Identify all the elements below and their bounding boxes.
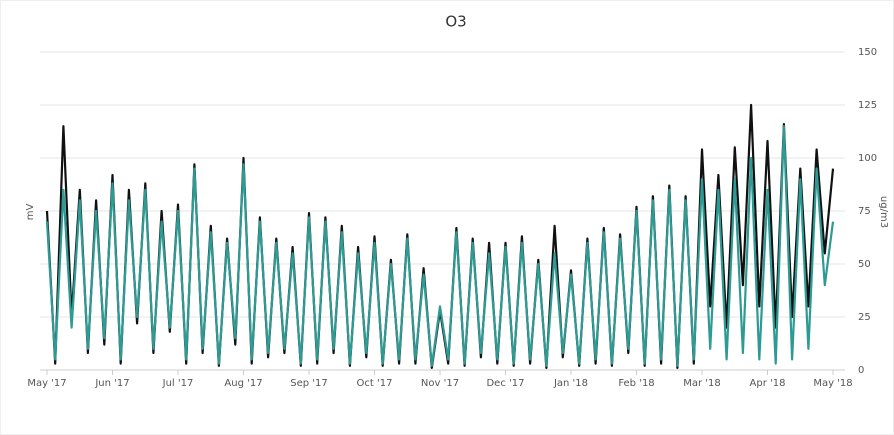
x-tick-label: Nov '17 (421, 378, 459, 389)
y2-tick-label: 25 (858, 312, 871, 323)
x-tick-label: May '17 (27, 378, 66, 389)
x-tick-label: Aug '17 (224, 378, 262, 389)
y2-tick-label: 125 (858, 100, 877, 111)
y-axis-label: mV (25, 204, 36, 221)
x-tick-label: Feb '18 (618, 378, 654, 389)
series-line (45, 125, 835, 367)
x-tick-label: Sep '17 (290, 378, 328, 389)
x-tick-label: Jun '17 (94, 378, 129, 389)
x-tick-label: Jan '18 (553, 378, 588, 389)
y2-tick-label: 0 (858, 365, 864, 376)
x-tick-label: Jul '17 (162, 378, 194, 389)
y2-tick-label: 50 (858, 259, 871, 270)
y2-tick-label: 75 (858, 206, 871, 217)
x-tick-label: Mar '18 (683, 378, 721, 389)
y2-tick-label: 100 (858, 153, 877, 164)
chart-title: O3 (445, 13, 466, 31)
y2-tick-label: 150 (858, 47, 877, 58)
y2-axis-label: ug/m3 (878, 196, 889, 228)
x-tick-label: Apr '18 (750, 378, 786, 389)
x-tick-label: May '18 (813, 378, 852, 389)
x-tick-label: Dec '17 (486, 378, 524, 389)
x-tick-label: Oct '17 (357, 378, 393, 389)
